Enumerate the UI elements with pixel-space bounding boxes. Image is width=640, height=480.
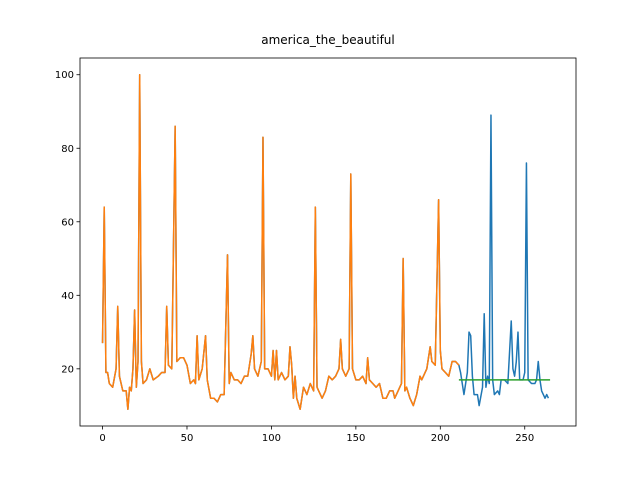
x-tick-label: 150 (346, 433, 365, 444)
y-tick-label: 80 (61, 144, 74, 155)
x-tick-label: 0 (99, 433, 105, 444)
x-tick-label: 200 (431, 433, 450, 444)
plot-area (101, 73, 551, 411)
y-tick-label: 20 (61, 364, 74, 375)
axes-frame (79, 57, 577, 427)
y-tick-label: 100 (55, 70, 74, 81)
x-tick-label: 250 (515, 433, 534, 444)
x-tick-label: 100 (262, 433, 281, 444)
chart-title: america_the_beautiful (261, 33, 395, 47)
y-tick-label: 40 (61, 291, 74, 302)
line (101, 73, 460, 411)
x-tick-label: 50 (181, 433, 194, 444)
y-tick-label: 60 (61, 217, 74, 228)
